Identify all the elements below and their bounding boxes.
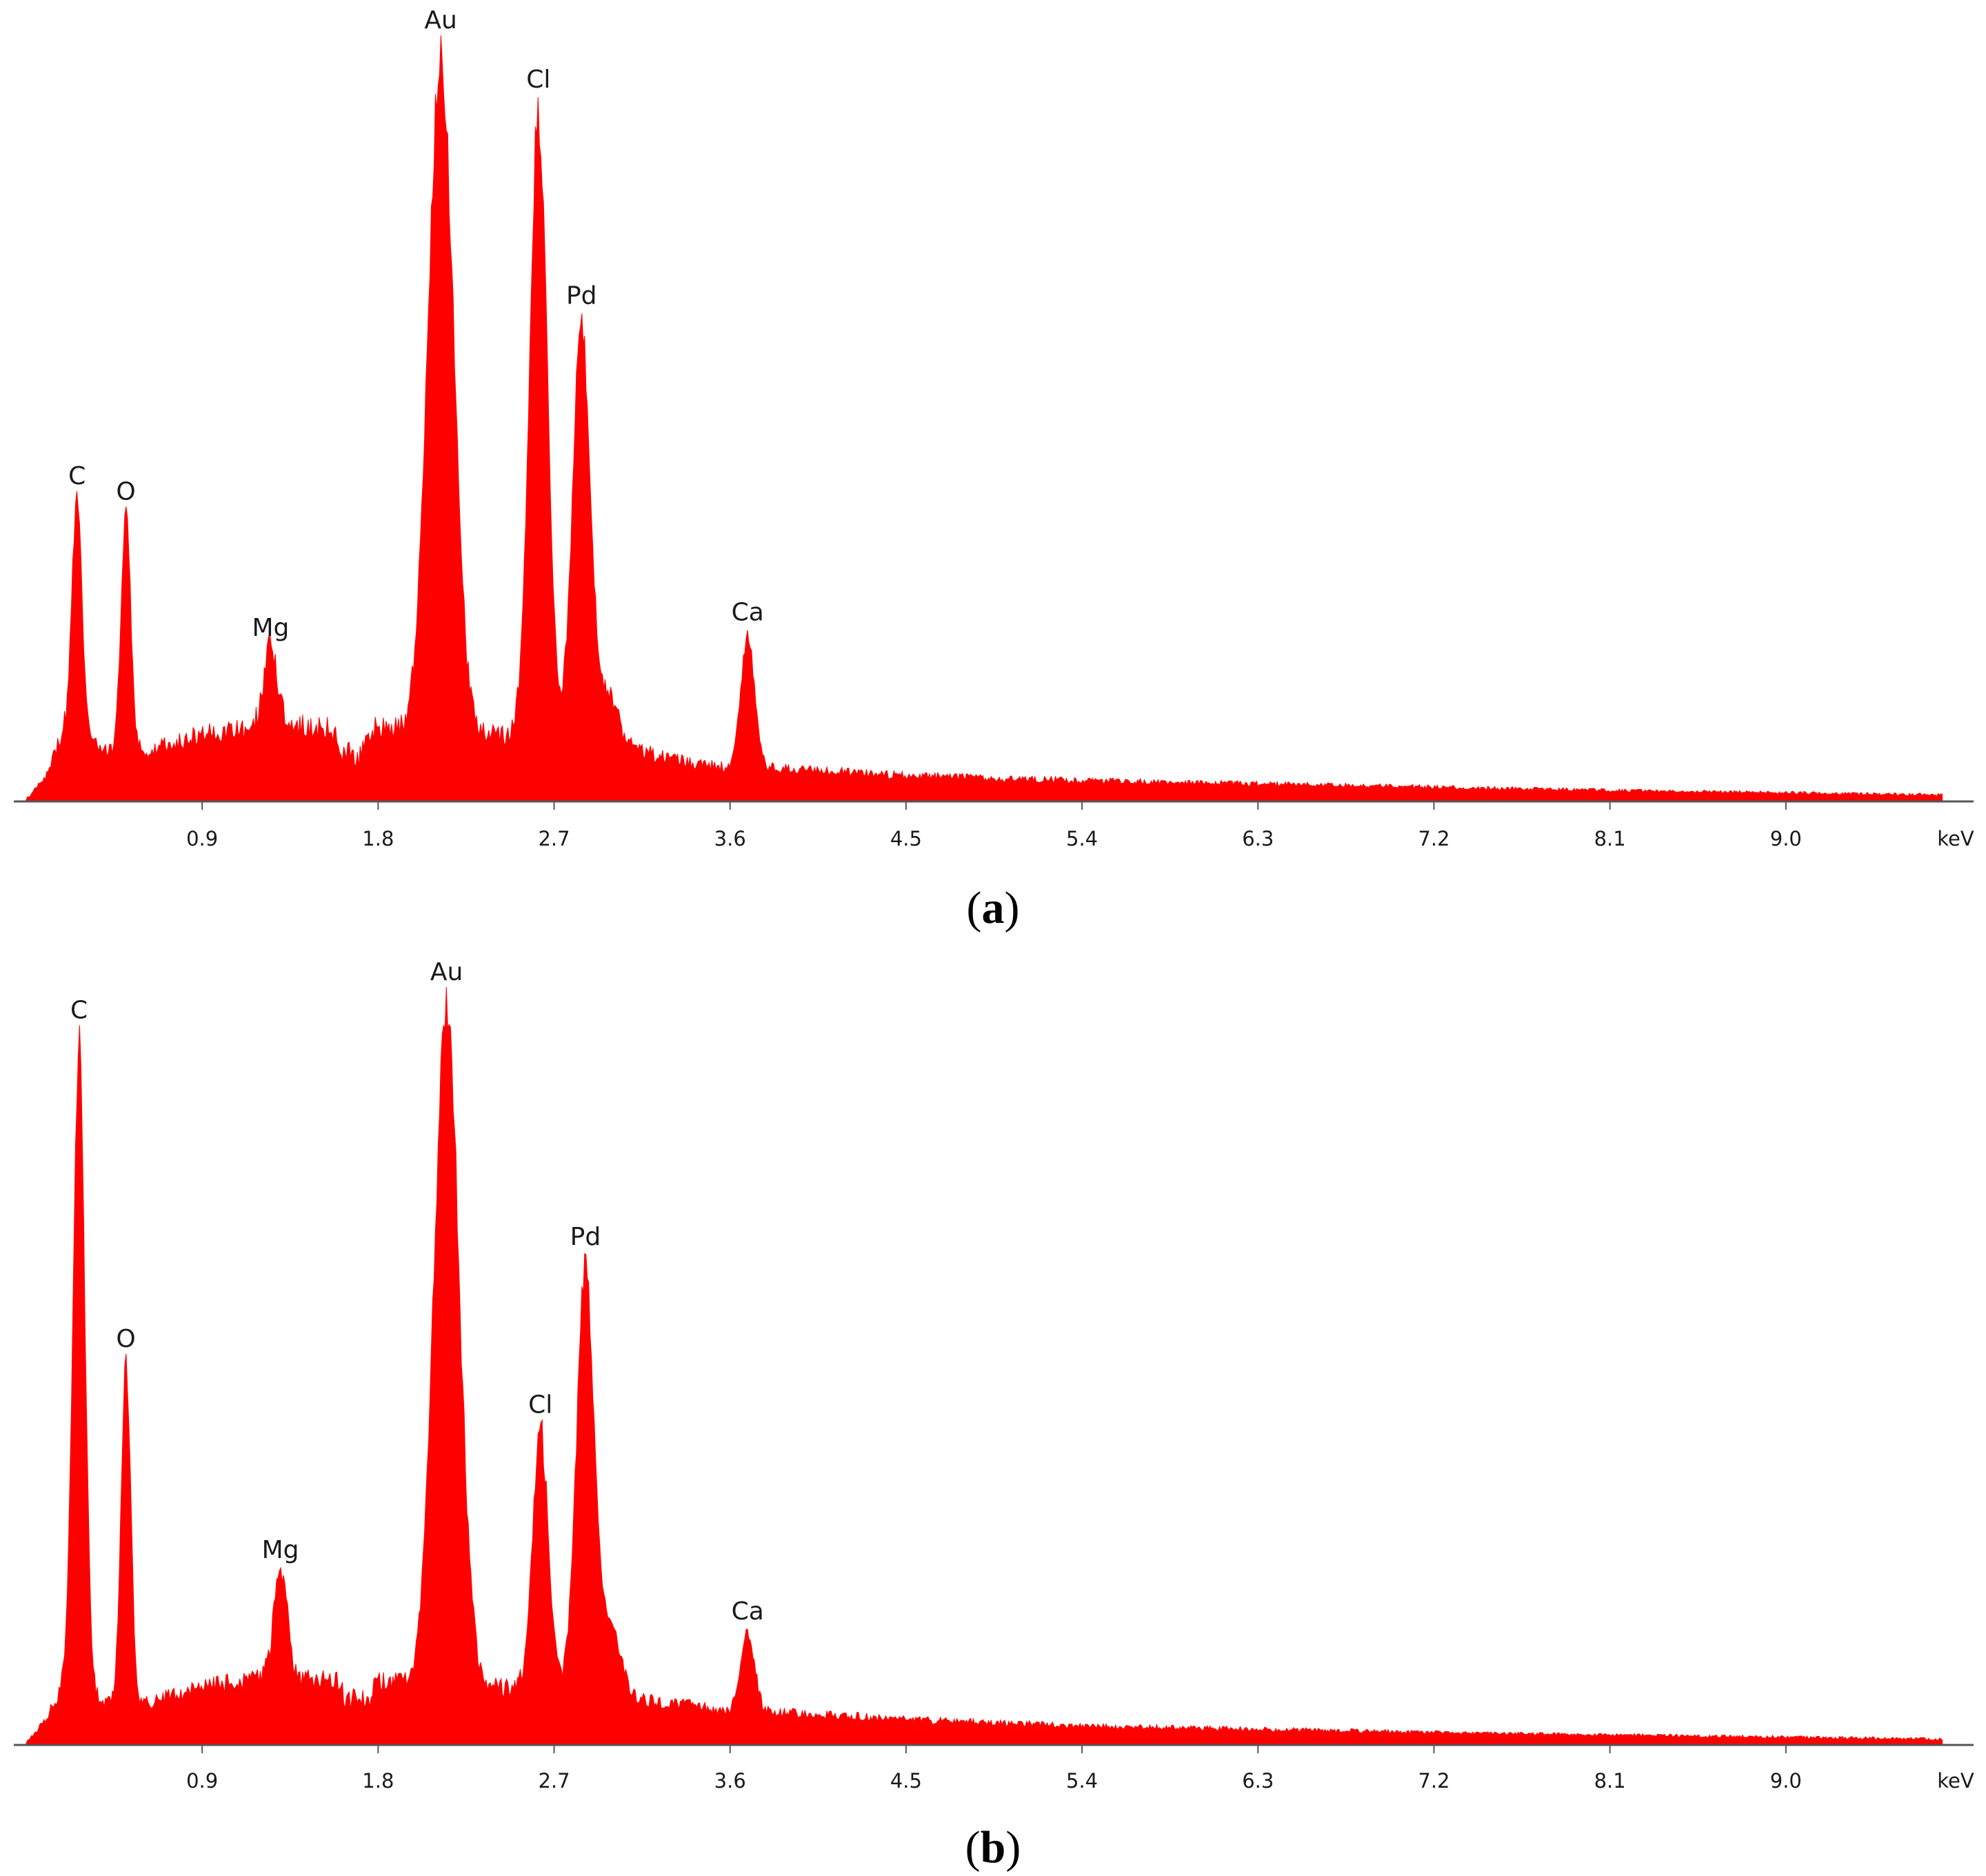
peak-label-pd: Pd: [566, 281, 597, 310]
panel-letter: b: [981, 1822, 1006, 1873]
peak-label-pd: Pd: [570, 1223, 601, 1251]
peak-label-c: C: [68, 462, 86, 490]
x-tick-label: 1.8: [362, 827, 394, 850]
spectrum-area: [26, 35, 1943, 801]
x-tick-label: 4.5: [890, 1769, 922, 1793]
panel-label: (a): [967, 883, 1020, 933]
x-tick-label: 7.2: [1418, 827, 1450, 850]
x-tick-label: 0.9: [186, 1769, 218, 1793]
x-tick-label: 9.0: [1770, 1769, 1802, 1793]
x-tick-label: 8.1: [1594, 827, 1626, 850]
x-tick-label: 0.9: [186, 827, 218, 850]
peak-label-o: O: [116, 477, 135, 506]
x-tick-label: 5.4: [1066, 827, 1098, 850]
peak-label-cl: Cl: [528, 1391, 552, 1419]
peak-label-o: O: [116, 1325, 135, 1353]
peak-label-au: Au: [430, 958, 463, 986]
x-axis-unit-label: keV: [1937, 827, 1974, 850]
peak-label-cl: Cl: [526, 66, 550, 94]
panel-letter: a: [982, 883, 1005, 933]
x-tick-label: 2.7: [538, 827, 570, 850]
x-tick-label: 7.2: [1418, 1769, 1450, 1793]
x-tick-label: 5.4: [1066, 1769, 1098, 1793]
spectrum-panel-a: 0.9 1.8 2.7 3.6 4.5 5.4 6.3 7.2 8.1 9.0 keV C O Mg Au C…: [14, 6, 1974, 933]
x-tick-label: 6.3: [1242, 827, 1274, 850]
peak-label-mg: Mg: [252, 614, 289, 642]
peak-label-c: C: [70, 996, 88, 1024]
spectrum-panel-b: 0.9 1.8 2.7 3.6 4.5 5.4 6.3 7.2 8.1 9.0 keV C O Mg Au C…: [14, 958, 1974, 1873]
x-tick-label: 4.5: [890, 827, 922, 850]
peak-label-ca: Ca: [732, 599, 764, 627]
x-tick-label: 3.6: [714, 1769, 746, 1793]
x-tick-label: 8.1: [1594, 1769, 1626, 1793]
x-tick-label: 1.8: [362, 1769, 394, 1793]
x-axis-unit-label: keV: [1937, 1769, 1974, 1793]
x-tick-label: 9.0: [1770, 827, 1802, 850]
x-tick-label: 2.7: [538, 1769, 570, 1793]
panel-label: (b): [965, 1822, 1021, 1873]
x-tick-label: 6.3: [1242, 1769, 1274, 1793]
peak-label-ca: Ca: [732, 1597, 764, 1626]
x-tick-label: 3.6: [714, 827, 746, 850]
peak-label-au: Au: [424, 6, 457, 34]
peak-label-mg: Mg: [262, 1536, 299, 1564]
spectrum-area: [26, 987, 1943, 1744]
